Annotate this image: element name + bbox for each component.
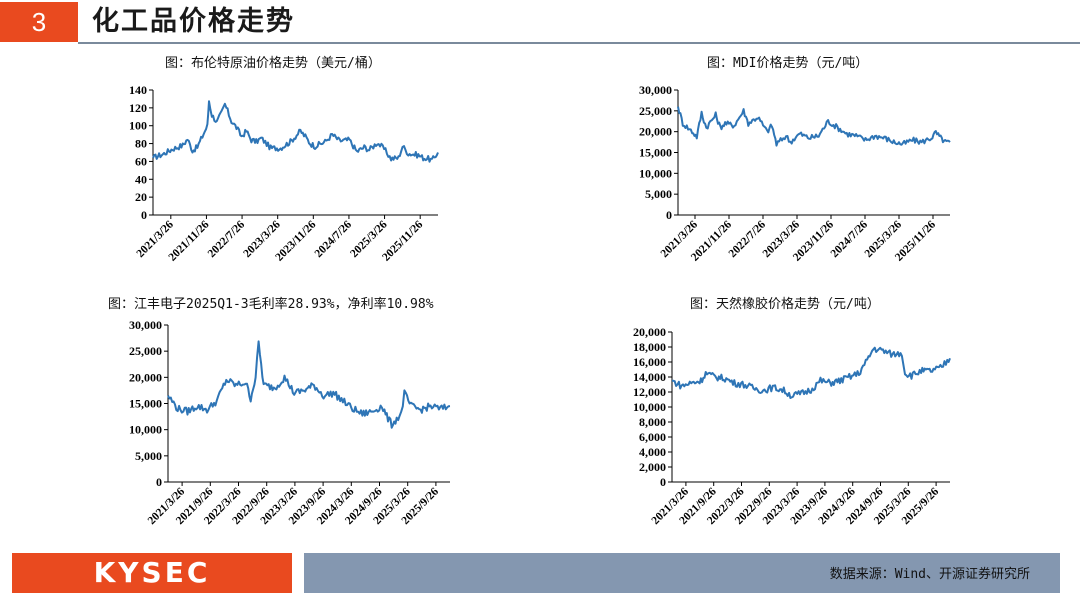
- data-source-note: 数据来源：Wind、开源证券研究所: [829, 567, 1030, 582]
- chart-title-brent: 图：布伦特原油价格走势（美元/桶）: [165, 56, 381, 71]
- y-tick-label: 140: [129, 83, 147, 97]
- y-tick-label: 20: [135, 190, 147, 204]
- y-tick-label: 0: [156, 475, 162, 489]
- chart-mdi: 05,00010,00015,00020,00025,00030,0002021…: [639, 83, 951, 264]
- y-tick-label: 10,000: [129, 423, 162, 437]
- chart-title-mdi: 图：MDI价格走势（元/吨）: [707, 56, 869, 71]
- y-tick-label: 8,000: [639, 415, 666, 429]
- series-line-brent: [152, 100, 439, 163]
- section-number: 3: [0, 2, 78, 42]
- y-tick-label: 2,000: [639, 460, 666, 474]
- header: 3 化工品价格走势: [0, 0, 1080, 46]
- y-tick-label: 0: [660, 475, 666, 489]
- y-tick-label: 80: [135, 137, 147, 151]
- chart-title-rubber: 图：天然橡胶价格走势（元/吨）: [690, 297, 880, 312]
- y-tick-label: 0: [666, 208, 672, 222]
- kysec-logo: KYSEC: [93, 556, 211, 589]
- header-divider: [78, 42, 1080, 44]
- y-tick-label: 4,000: [639, 445, 666, 459]
- y-tick-label: 5,000: [645, 187, 672, 201]
- y-tick-label: 40: [135, 172, 147, 186]
- y-tick-label: 25,000: [639, 104, 672, 118]
- series-line-mdi: [677, 106, 951, 147]
- y-tick-label: 15,000: [639, 146, 672, 160]
- chart-jiangfeng: 05,00010,00015,00020,00025,00030,0002021…: [129, 318, 451, 527]
- footer-source-bar: 数据来源：Wind、开源证券研究所: [304, 553, 1060, 593]
- y-tick-label: 25,000: [129, 344, 162, 358]
- y-tick-label: 30,000: [639, 83, 672, 97]
- page-title: 化工品价格走势: [92, 6, 295, 37]
- y-tick-label: 100: [129, 119, 147, 133]
- y-tick-label: 0: [141, 208, 147, 222]
- y-tick-label: 10,000: [639, 166, 672, 180]
- y-tick-label: 60: [135, 154, 147, 168]
- y-tick-label: 12,000: [633, 385, 666, 399]
- footer-logo-bar: KYSEC: [12, 553, 292, 593]
- y-tick-label: 5,000: [135, 449, 162, 463]
- chart-rubber: 02,0004,0006,0008,00010,00012,00014,0001…: [633, 325, 951, 527]
- chart-brent: 0204060801001201402021/3/262021/11/26202…: [129, 83, 439, 264]
- series-line-rubber: [672, 346, 951, 399]
- y-tick-label: 30,000: [129, 318, 162, 332]
- y-tick-label: 120: [129, 101, 147, 115]
- y-tick-label: 14,000: [633, 370, 666, 384]
- x-tick-label: 2022/7/26: [206, 218, 248, 260]
- y-tick-label: 18,000: [633, 340, 666, 354]
- y-tick-label: 20,000: [129, 370, 162, 384]
- y-tick-label: 16,000: [633, 355, 666, 369]
- y-tick-label: 20,000: [639, 125, 672, 139]
- x-tick-label: 2024/7/26: [313, 218, 355, 260]
- chart-title-jiangfeng: 图：江丰电子2025Q1-3毛利率28.93%，净利率10.98%: [108, 297, 434, 312]
- y-tick-label: 6,000: [639, 430, 666, 444]
- y-tick-label: 20,000: [633, 325, 666, 339]
- series-line-jiangfeng: [167, 340, 451, 429]
- y-tick-label: 15,000: [129, 397, 162, 411]
- y-tick-label: 10,000: [633, 400, 666, 414]
